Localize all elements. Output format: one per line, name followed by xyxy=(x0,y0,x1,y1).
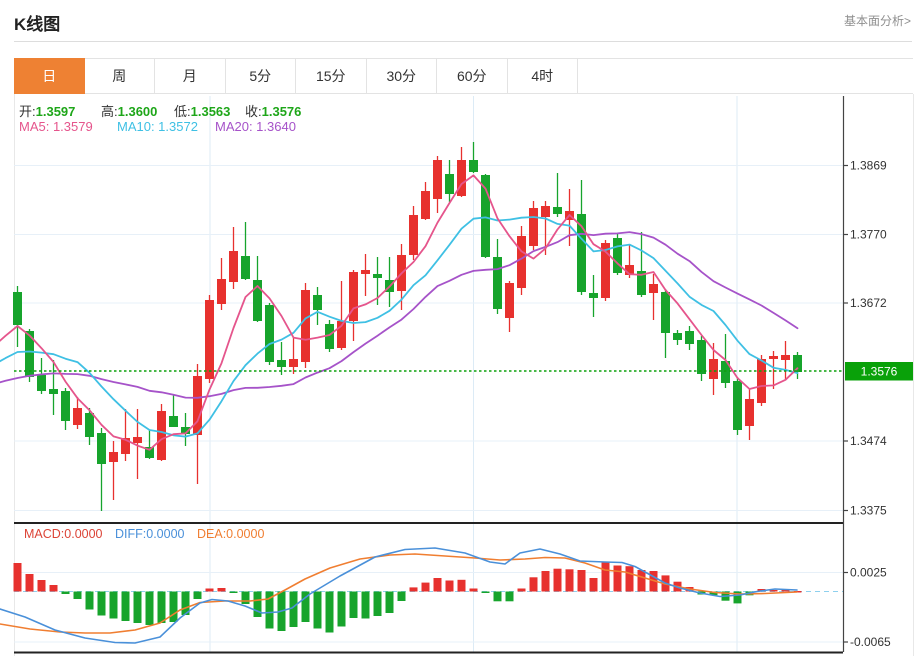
svg-text:1.3672: 1.3672 xyxy=(850,296,887,310)
svg-text:0.0025: 0.0025 xyxy=(850,566,887,580)
svg-text:1.3576: 1.3576 xyxy=(861,365,898,379)
svg-text:1.3375: 1.3375 xyxy=(850,504,887,518)
svg-text:1.3474: 1.3474 xyxy=(850,434,887,448)
svg-text:1.3770: 1.3770 xyxy=(850,228,887,242)
svg-text:1.3869: 1.3869 xyxy=(850,159,887,173)
svg-text:-0.0065: -0.0065 xyxy=(850,635,891,649)
